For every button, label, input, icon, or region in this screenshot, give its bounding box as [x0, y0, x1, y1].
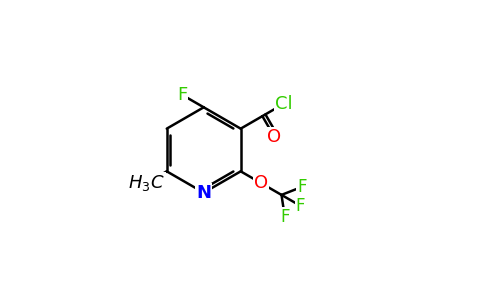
Text: O: O — [267, 128, 281, 146]
Text: O: O — [254, 174, 268, 192]
Text: F: F — [177, 86, 187, 104]
Text: F: F — [296, 197, 305, 215]
Text: $H_3C$: $H_3C$ — [128, 173, 165, 193]
Text: N: N — [196, 184, 211, 202]
Text: Cl: Cl — [275, 94, 293, 112]
Text: F: F — [297, 178, 307, 196]
Text: F: F — [280, 208, 289, 226]
